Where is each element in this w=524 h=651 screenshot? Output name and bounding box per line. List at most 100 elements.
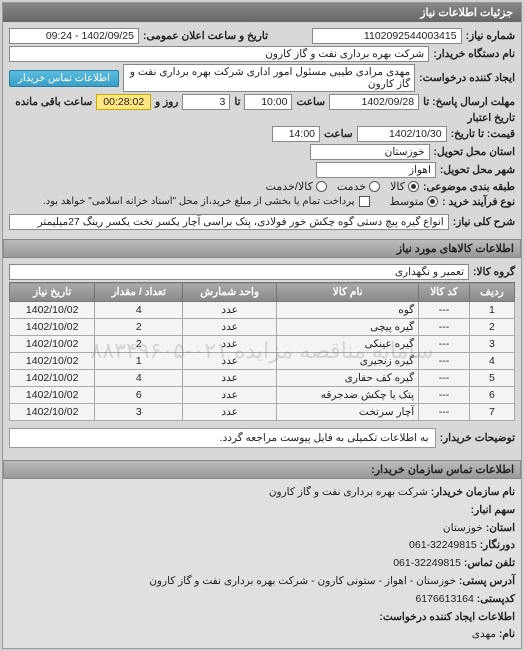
table-cell: عدد — [183, 302, 277, 319]
table-cell: --- — [419, 370, 470, 387]
creator-value: مهدی مرادی طیبی مسئول امور اداری شرکت به… — [123, 64, 415, 92]
table-cell: 1402/10/02 — [10, 370, 95, 387]
c-stock-label: سهم انبار: — [471, 504, 515, 516]
treasury-checkbox[interactable] — [359, 196, 370, 207]
time-label-1: ساعت — [296, 96, 325, 108]
buy-label: نوع فرآیند خرید : — [442, 196, 515, 208]
remain-time: 00:28:02 — [96, 94, 151, 110]
req-no-value: 1102092544003415 — [312, 28, 462, 44]
c-name: مهدی — [472, 628, 496, 640]
table-cell: 5 — [469, 370, 514, 387]
org-label: نام دستگاه خریدار: — [433, 48, 515, 60]
org-value: شرکت بهره برداری نفت و گاز کارون — [9, 46, 429, 62]
need-title-label: شرح کلی نیاز: — [453, 216, 515, 228]
details-panel: جزئیات اطلاعات نیاز شماره نیاز: 11020925… — [2, 2, 522, 649]
table-cell: گیره پیچی — [277, 319, 419, 336]
buyer-note-label: توضیحات خریدار: — [440, 432, 515, 444]
valid-to-label: تاریخ اعتبار — [467, 112, 515, 124]
table-cell: 6 — [95, 387, 183, 404]
c-fax-label: دورنگار: — [480, 539, 515, 551]
c-post-label: کدپستی: — [477, 593, 515, 605]
table-cell: 6 — [469, 387, 514, 404]
table-cell: 3 — [469, 336, 514, 353]
state-value: خوزستان — [310, 144, 430, 160]
table-cell: 1 — [95, 353, 183, 370]
days-value: 3 — [182, 94, 230, 110]
city-label: شهر محل تحویل: — [440, 164, 515, 176]
table-cell: 4 — [95, 370, 183, 387]
need-title-value: انواع گیره پیچ دستی گوه چکش خور فولادی، … — [9, 214, 449, 230]
time-label-2: ساعت — [324, 128, 353, 140]
table-cell: 2 — [95, 336, 183, 353]
buyer-note-value: به اطلاعات تکمیلی به فایل پیوست مراجعه گ… — [9, 428, 436, 448]
table-row: 2---گیره پیچیعدد21402/10/02 — [10, 319, 515, 336]
c-org: شرکت بهره برداری نفت و گاز کارون — [269, 486, 428, 498]
pkg-radio-khedmat[interactable]: خدمت — [337, 180, 380, 193]
c-phone: 32249815-061 — [393, 557, 461, 569]
group-value: تعمیر و نگهداری — [9, 264, 469, 280]
table-cell: 7 — [469, 404, 514, 421]
table-cell: گیره عینکی — [277, 336, 419, 353]
table-cell: --- — [419, 319, 470, 336]
table-header: تاریخ نیاز — [10, 283, 95, 302]
table-cell: گوه — [277, 302, 419, 319]
table-cell: 1402/10/02 — [10, 319, 95, 336]
treasury-label: پرداخت تمام یا بخشی از مبلغ خرید،از محل … — [43, 196, 355, 207]
table-cell: 1402/10/02 — [10, 387, 95, 404]
city-value: اهواز — [316, 162, 436, 178]
table-header: ردیف — [469, 283, 514, 302]
table-cell: --- — [419, 353, 470, 370]
send-time: 10:00 — [244, 94, 292, 110]
table-row: 3---گیره عینکیعدد21402/10/02 — [10, 336, 515, 353]
c-org-label: نام سازمان خریدار: — [431, 486, 515, 498]
table-cell: عدد — [183, 353, 277, 370]
contact-header: اطلاعات تماس سازمان خریدار: — [3, 460, 521, 479]
table-cell: پتک یا چکش ضدجرقه — [277, 387, 419, 404]
table-header: واحد شمارش — [183, 283, 277, 302]
table-row: 7---آچار سرتختعدد31402/10/02 — [10, 404, 515, 421]
table-header: تعداد / مقدار — [95, 283, 183, 302]
table-cell: 4 — [95, 302, 183, 319]
table-header: کد کالا — [419, 283, 470, 302]
day-label: تا — [234, 96, 240, 108]
table-cell: عدد — [183, 404, 277, 421]
contact-block: نام سازمان خریدار: شرکت بهره برداری نفت … — [3, 479, 521, 648]
table-cell: 1402/10/02 — [10, 302, 95, 319]
table-cell: --- — [419, 302, 470, 319]
c-post: 6176613164 — [415, 593, 473, 605]
contact-button[interactable]: اطلاعات تماس خریدار — [9, 70, 119, 87]
c-phone-label: تلفن تماس: — [464, 557, 515, 569]
table-cell: --- — [419, 404, 470, 421]
panel-title: جزئیات اطلاعات نیاز — [3, 3, 521, 22]
goods-header: اطلاعات کالاهای مورد نیاز — [3, 239, 521, 258]
table-cell: --- — [419, 336, 470, 353]
table-cell: 2 — [95, 319, 183, 336]
c-state-label: استان: — [486, 522, 515, 534]
pkg-radio-kala[interactable]: کالا — [390, 180, 419, 193]
send-to-label: مهلت ارسال پاسخ: تا — [423, 96, 515, 108]
table-header: نام کالا — [277, 283, 419, 302]
table-cell: 1402/10/02 — [10, 404, 95, 421]
table-cell: 1402/10/02 — [10, 336, 95, 353]
buy-radio-mid[interactable]: متوسط — [390, 195, 439, 208]
c-name-label: نام: — [499, 628, 515, 640]
table-row: 6---پتک یا چکش ضدجرقهعدد61402/10/02 — [10, 387, 515, 404]
c-fax: 32249815-061 — [409, 539, 477, 551]
pkg-radio-both[interactable]: کالا/خدمت — [266, 180, 327, 193]
table-cell: عدد — [183, 387, 277, 404]
pkg-radio-group: کالا خدمت کالا/خدمت — [266, 180, 419, 193]
send-date: 1402/09/28 — [329, 94, 419, 110]
table-cell: 2 — [469, 319, 514, 336]
req-no-label: شماره نیاز: — [466, 30, 515, 42]
table-row: 5---گیره کف حفاریعدد41402/10/02 — [10, 370, 515, 387]
price-date: 1402/10/30 — [357, 126, 447, 142]
price-to-label: قیمت: تا تاریخ: — [451, 128, 515, 140]
table-cell: عدد — [183, 336, 277, 353]
pkg-label: طبقه بندی موضوعی: — [423, 181, 515, 193]
table-cell: آچار سرتخت — [277, 404, 419, 421]
c-creator-hdr: اطلاعات ایجاد کننده درخواست: — [379, 611, 515, 623]
c-state: خوزستان — [443, 522, 483, 534]
table-row: 1---گوهعدد41402/10/02 — [10, 302, 515, 319]
announce-label: تاریخ و ساعت اعلان عمومی: — [143, 30, 268, 42]
table-cell: گیره زنجیری — [277, 353, 419, 370]
